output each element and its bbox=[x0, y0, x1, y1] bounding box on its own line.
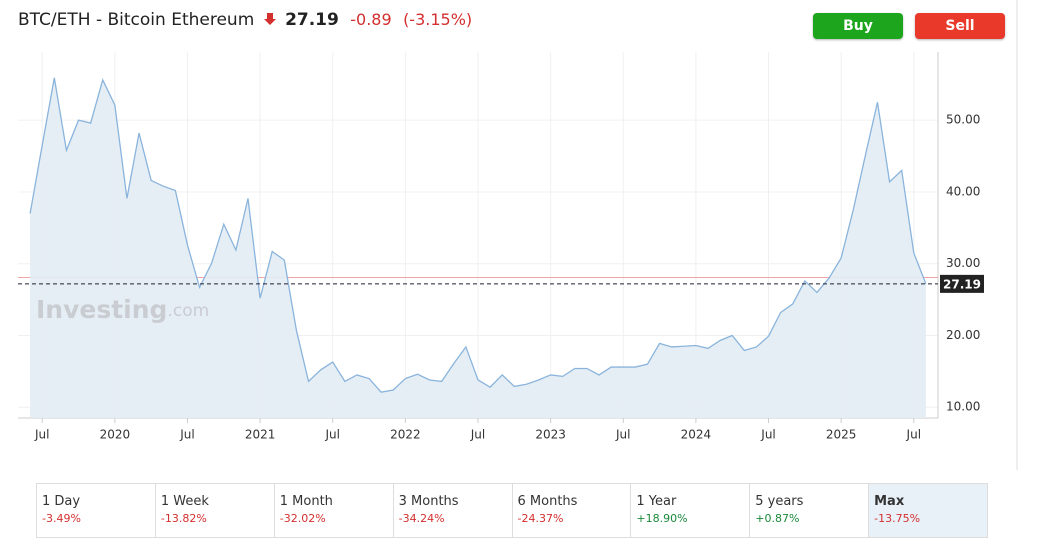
watermark-brand: Investing bbox=[36, 295, 167, 324]
x-tick-label: 2022 bbox=[390, 428, 421, 442]
period-label: 5 years bbox=[755, 494, 804, 509]
x-tick-label: 2023 bbox=[535, 428, 566, 442]
y-tick-label: 10.00 bbox=[946, 400, 980, 414]
period-label: 3 Months bbox=[398, 494, 459, 509]
x-tick-label: 2021 bbox=[245, 428, 276, 442]
period-table: 1 Day -3.49% 1 Week -13.82% 1 Month -32.02% 3 … bbox=[36, 483, 988, 538]
period-cell[interactable]: 1 Month -32.02% bbox=[275, 484, 394, 537]
down-arrow bbox=[263, 13, 276, 25]
period-cell[interactable]: 5 years +0.87% bbox=[750, 484, 870, 537]
period-cell[interactable]: Max -13.75% bbox=[869, 484, 987, 537]
period-cell[interactable]: 3 Months -34.24% bbox=[394, 484, 513, 537]
y-tick-label: 40.00 bbox=[946, 184, 980, 198]
x-tick-label: Jul bbox=[470, 428, 485, 442]
change-percent: (-3.15%) bbox=[403, 10, 473, 29]
watermark: Investing.com bbox=[36, 295, 209, 324]
x-tick-label: Jul bbox=[760, 428, 775, 442]
sell-button[interactable]: Sell bbox=[915, 13, 1005, 39]
x-tick-label: 2024 bbox=[681, 428, 712, 442]
x-tick-label: Jul bbox=[324, 428, 339, 442]
price-line bbox=[29, 77, 927, 393]
x-tick-label: Jul bbox=[179, 428, 194, 442]
period-label: Max bbox=[874, 494, 905, 509]
area-fill bbox=[30, 77, 926, 418]
price: 27.19 bbox=[285, 10, 339, 30]
header: BTC/ETH - Bitcoin Ethereum 27.19 -0.89 (… bbox=[18, 10, 472, 30]
period-change: -34.24% bbox=[398, 512, 445, 525]
period-change: -24.37% bbox=[517, 512, 564, 525]
watermark-suffix: .com bbox=[167, 301, 209, 321]
period-label: 1 Month bbox=[279, 494, 333, 509]
y-tick-label: 50.00 bbox=[946, 113, 980, 127]
period-change: -32.02% bbox=[279, 512, 326, 525]
y-tick-label: 20.00 bbox=[946, 328, 980, 342]
buy-button[interactable]: Buy bbox=[813, 13, 903, 39]
x-tick-label: Jul bbox=[34, 428, 49, 442]
period-label: 1 Day bbox=[42, 494, 81, 509]
period-label: 6 Months bbox=[517, 494, 578, 509]
x-tick-label: Jul bbox=[615, 428, 630, 442]
period-change: -13.75% bbox=[874, 512, 921, 525]
title: BTC/ETH - Bitcoin Ethereum bbox=[18, 10, 255, 30]
period-change: +18.90% bbox=[636, 512, 688, 525]
period-cell[interactable]: 6 Months -24.37% bbox=[513, 484, 632, 537]
period-change: -13.82% bbox=[160, 512, 207, 525]
chart: 10.00 20.00 30.00 40.00 50.00 Jul 2020 Jul 2021 J… bbox=[18, 0, 1018, 470]
period-cell[interactable]: 1 Week -13.82% bbox=[156, 484, 275, 537]
period-cell[interactable]: 1 Year +18.90% bbox=[631, 484, 751, 537]
period-change: +0.87% bbox=[755, 512, 800, 525]
y-tick-label: 30.00 bbox=[946, 256, 980, 270]
period-cell[interactable]: 1 Day -3.49% bbox=[37, 484, 156, 537]
period-label: 1 Week bbox=[160, 494, 209, 509]
change: -0.89 bbox=[350, 10, 392, 29]
x-tick-label: Jul bbox=[906, 428, 921, 442]
period-change: -3.49% bbox=[42, 512, 81, 525]
period-label: 1 Year bbox=[636, 494, 677, 509]
x-tick-label: 2025 bbox=[826, 428, 857, 442]
last-price-label: 27.19 bbox=[943, 277, 981, 291]
x-tick-label: 2020 bbox=[100, 428, 131, 442]
last-price-box bbox=[940, 274, 984, 293]
